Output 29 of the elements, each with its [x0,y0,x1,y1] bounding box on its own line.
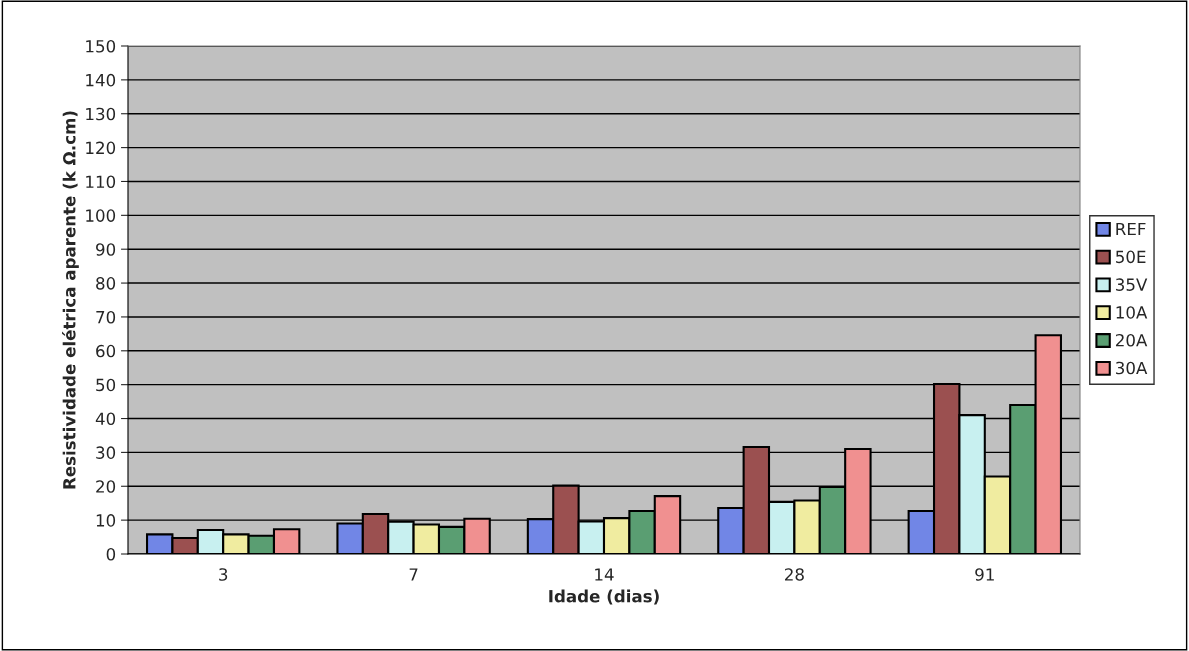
y-tick-label: 0 [106,547,116,561]
y-tick-label: 60 [96,344,116,358]
x-axis-title: Idade (dias) [549,589,659,605]
x-tick-label: 7 [409,568,418,581]
y-tick-label: 90 [96,243,116,256]
legend-label: 35V [1116,278,1148,291]
legend-label: 50E [1116,250,1146,264]
y-tick-label: 110 [86,175,116,189]
x-tick-label: 3 [219,568,228,581]
y-tick-label: 40 [95,412,116,426]
y-axis-title: Resistividade elétrica aparente (k Ω.cm) [62,111,79,489]
y-tick-label: 20 [96,480,116,493]
y-tick-label: 100 [86,209,116,222]
y-tick-label: 150 [86,39,116,53]
x-tick-label: 28 [785,568,804,581]
y-tick-label: 50 [96,378,116,392]
y-tick-label: 80 [96,277,116,290]
x-tick-label: 91 [975,568,994,581]
legend-label: 30A [1116,361,1148,375]
y-tick-label: 30 [96,446,116,459]
legend-label: 20A [1115,333,1148,347]
y-tick-label: 140 [86,73,116,87]
legend-label: 10A [1116,306,1148,319]
y-tick-label: 130 [86,107,116,121]
y-tick-label: 10 [96,514,116,527]
y-tick-label: 120 [86,141,116,155]
y-tick-label: 70 [96,310,116,324]
legend-label: REF [1116,222,1146,236]
x-tick-label: 14 [595,568,614,581]
